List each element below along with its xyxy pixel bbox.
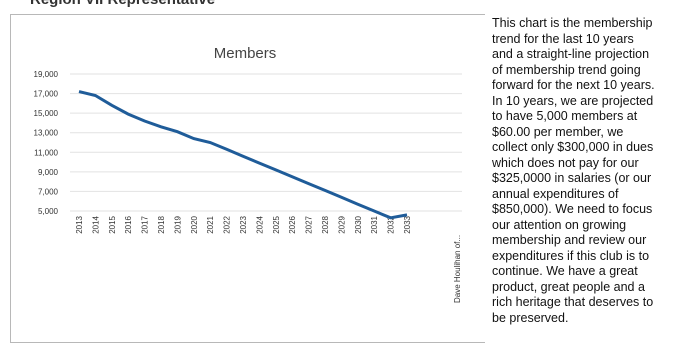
text-line: of membership trend going — [492, 62, 641, 77]
x-tick-label: 2033 — [403, 215, 412, 233]
x-tick-label: 2016 — [124, 215, 133, 233]
text-line: $325,0000 in salaries (or our — [492, 171, 652, 185]
x-tick-label: 2031 — [370, 215, 379, 233]
text-line: which does not pay for our — [492, 155, 639, 170]
text-line: membership and review our — [492, 233, 647, 247]
text-line: $850,000). We need to focus — [492, 202, 653, 216]
x-tick-label: 2019 — [173, 215, 182, 233]
text-line: trend for the last 10 years — [492, 31, 634, 46]
x-tick-label: 2017 — [141, 215, 150, 233]
chart-title: Members — [214, 45, 277, 62]
x-tick-label: 2028 — [321, 215, 330, 233]
y-tick-label: 13,000 — [34, 129, 59, 138]
text-line: In 10 years, we are projected — [492, 93, 654, 108]
x-tick-label: 2021 — [206, 215, 215, 233]
x-tick-label: 2027 — [305, 215, 314, 233]
y-tick-label: 15,000 — [34, 109, 59, 118]
x-tick-label: 2020 — [190, 215, 199, 233]
explanation-text: This chart is the membership trend for th… — [492, 16, 675, 326]
x-tick-label: 2029 — [337, 215, 346, 233]
members-series-line — [78, 90, 408, 220]
text-line: This chart is the membership — [492, 16, 653, 30]
y-tick-label: 17,000 — [34, 90, 59, 99]
x-tick-label: 2013 — [75, 215, 84, 233]
text-line: continue. We have a great — [492, 264, 638, 278]
text-line: product, great people and a — [492, 279, 645, 294]
x-tick-label: 2030 — [354, 215, 363, 233]
x-tick-label: 2032 — [387, 215, 396, 233]
x-tick-label: 2026 — [288, 215, 297, 233]
text-line: expenditures if this club is to — [492, 248, 650, 263]
gridlines — [70, 73, 462, 212]
vertical-author-label: Dave Houlihan of... — [453, 235, 462, 303]
y-tick-label: 19,000 — [34, 70, 59, 79]
x-tick-label: 2022 — [223, 215, 232, 233]
x-axis-ticks: 2013 2014 2015 2016 2017 2018 2019 2020 2021 2022… — [75, 215, 412, 233]
y-tick-label: 7,000 — [38, 187, 59, 196]
text-line: be preserved. — [492, 310, 569, 325]
x-tick-label: 2024 — [255, 215, 264, 233]
text-line: and a straight-line projection — [492, 47, 650, 61]
x-tick-label: 2025 — [272, 215, 281, 233]
y-axis-ticks: 19,000 17,000 15,000 13,000 11,000 9,000 7,000… — [34, 70, 59, 216]
cutoff-heading: Region VII Representative — [30, 0, 215, 8]
text-line: $60.00 per member, we — [492, 124, 624, 139]
y-tick-label: 9,000 — [38, 168, 59, 177]
text-line: forward for the next 10 years. — [492, 78, 655, 92]
text-line: to have 5,000 members at — [492, 109, 638, 123]
text-line: rich heritage that deserves to — [492, 295, 654, 309]
y-tick-label: 5,000 — [38, 207, 59, 216]
text-line: collect only $300,000 in dues — [492, 140, 654, 154]
x-tick-label: 2015 — [108, 215, 117, 233]
text-line: our attention on growing — [492, 217, 627, 232]
x-tick-label: 2014 — [91, 215, 100, 233]
text-line: annual expenditures of — [492, 186, 619, 201]
y-tick-label: 11,000 — [34, 148, 58, 157]
x-tick-label: 2023 — [239, 215, 248, 233]
x-tick-label: 2018 — [157, 215, 166, 233]
